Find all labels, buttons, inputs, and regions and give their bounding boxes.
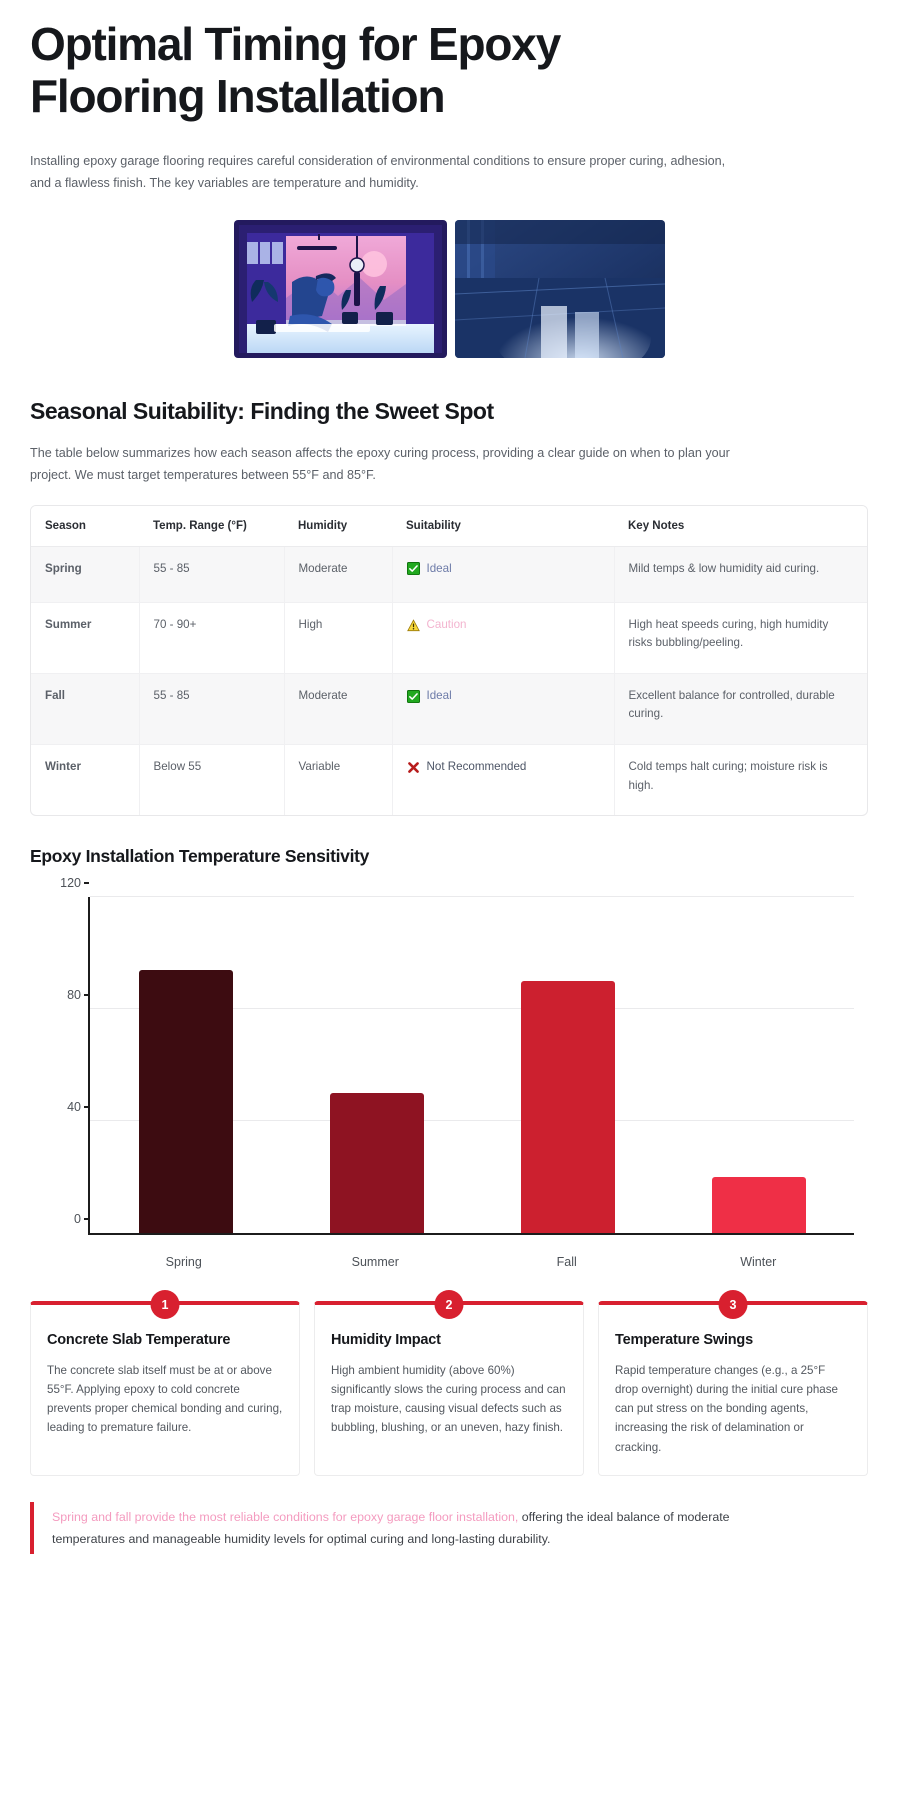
intro-paragraph: Installing epoxy garage flooring require… — [30, 153, 726, 190]
section-subtext: The table below summarizes how each seas… — [30, 446, 730, 482]
bar-fall — [520, 981, 615, 1234]
cell-suitability: Not Recommended — [392, 744, 615, 816]
red-cross-icon — [407, 761, 420, 774]
bar-spring — [138, 969, 233, 1234]
column-header-season: Season — [31, 505, 139, 547]
x-axis-tick-summer: Summer — [351, 1255, 399, 1270]
cell-season: Spring — [31, 546, 140, 603]
card-humidity-impact: 2 Humidity Impact High ambient humidity … — [314, 1290, 584, 1476]
cell-humidity: Moderate — [284, 546, 393, 603]
summary-callout: Spring and fall provide the most reliabl… — [30, 1501, 790, 1555]
callout-rest-text: offering the ideal balance of moderate t… — [52, 1509, 730, 1547]
suitability-label: Caution — [426, 617, 467, 631]
cell-key-notes: Mild temps & low humidity aid curing. — [614, 546, 867, 603]
card-number-badge: 1 — [150, 1290, 180, 1320]
photo-glossy-blue-epoxy-garage-floor — [454, 220, 665, 359]
table-row: Spring 55 - 85 Moderate Ideal Mild temps… — [31, 546, 867, 603]
table-row: Fall 55 - 85 Moderate Ideal Excellent ba… — [31, 673, 867, 746]
suitability-label: Ideal — [426, 561, 452, 575]
card-title: Concrete Slab Temperature — [47, 1332, 231, 1349]
bar-winter — [711, 1177, 806, 1234]
cell-key-notes: Excellent balance for controlled, durabl… — [614, 673, 867, 746]
card-body: High ambient humidity (above 60%) signif… — [331, 1363, 566, 1435]
document-page: Optimal Timing for Epoxy Flooring Instal… — [0, 18, 898, 1555]
figure-row — [30, 220, 868, 359]
card-title: Humidity Impact — [331, 1332, 441, 1349]
cell-temp: 55 - 85 — [139, 673, 285, 746]
warning-triangle-icon — [406, 618, 420, 632]
cell-key-notes: High heat speeds curing, high humidity r… — [614, 602, 867, 674]
callout-lead-text: Spring and fall provide the most reliabl… — [52, 1509, 519, 1524]
cell-season: Summer — [31, 602, 140, 674]
y-axis-tick: 40 — [67, 1100, 81, 1115]
x-axis-tick-winter: Winter — [740, 1255, 777, 1270]
cell-season: Winter — [31, 744, 140, 816]
table-header-row: Season Temp. Range (°F) Humidity Suitabi… — [31, 505, 867, 547]
section-heading: Seasonal Suitability: Finding the Sweet … — [30, 398, 494, 425]
card-concrete-slab-temperature: 1 Concrete Slab Temperature The concrete… — [30, 1290, 300, 1476]
cell-humidity: Moderate — [284, 673, 393, 746]
y-axis-tick: 0 — [74, 1212, 81, 1227]
key-factor-cards: 1 Concrete Slab Temperature The concrete… — [30, 1290, 868, 1476]
card-number-badge: 2 — [434, 1290, 464, 1320]
cell-season: Fall — [31, 673, 140, 746]
table-row: Winter Below 55 Variable Not Recommended… — [31, 744, 867, 816]
bar-group-winter — [663, 897, 854, 1234]
chart-title: Epoxy Installation Temperature Sensitivi… — [30, 846, 370, 867]
page-title: Optimal Timing for Epoxy Flooring Instal… — [30, 18, 561, 123]
cell-suitability: Ideal — [392, 673, 615, 746]
cell-temp: 55 - 85 — [139, 546, 285, 603]
cell-temp: Below 55 — [139, 744, 285, 816]
bar-summer — [329, 1093, 424, 1234]
card-number-badge: 3 — [718, 1290, 748, 1320]
green-check-icon — [406, 562, 420, 576]
seasonal-suitability-table: Season Temp. Range (°F) Humidity Suitabi… — [30, 504, 868, 817]
card-title: Temperature Swings — [615, 1332, 753, 1349]
bar-group-summer — [281, 897, 472, 1234]
bar-group-fall — [472, 897, 663, 1234]
gridline — [90, 896, 854, 898]
card-temperature-swings: 3 Temperature Swings Rapid temperature c… — [598, 1290, 868, 1476]
chart-bars — [90, 897, 854, 1234]
suitability-label: Ideal — [426, 688, 452, 702]
gridline — [90, 1008, 854, 1010]
card-body: Rapid temperature changes (e.g., a 25°F … — [615, 1363, 838, 1454]
x-axis-tick-fall: Fall — [556, 1255, 577, 1270]
chart-plot-area: 120 80 40 0 — [60, 876, 854, 1236]
cell-key-notes: Cold temps halt curing; moisture risk is… — [628, 760, 828, 792]
table-row: Summer 70 - 90+ High Caution High heat s… — [31, 602, 867, 674]
cell-suitability: Caution — [392, 602, 615, 674]
temperature-sensitivity-bar-chart: 120 80 40 0 Spring Summer Fall Winter — [30, 876, 868, 1287]
card-body: The concrete slab itself must be at or a… — [47, 1363, 283, 1435]
gridline — [90, 1120, 854, 1122]
column-header-key-notes: Key Notes — [614, 505, 867, 547]
cell-humidity: Variable — [284, 744, 393, 816]
y-axis-tick: 80 — [67, 988, 81, 1003]
y-axis-tick: 120 — [60, 876, 81, 891]
column-header-temp-range: Temp. Range (°F) — [139, 505, 284, 547]
bar-group-spring — [90, 897, 281, 1234]
x-axis-tick-spring: Spring — [165, 1255, 202, 1270]
column-header-suitability: Suitability — [392, 505, 614, 547]
column-header-humidity: Humidity — [284, 505, 392, 547]
illustration-worker-installing-epoxy-floor-in-garage — [233, 220, 447, 359]
chart-x-axis-labels: Spring Summer Fall Winter — [88, 1255, 854, 1269]
cell-temp: 70 - 90+ — [139, 602, 285, 674]
green-check-icon — [406, 689, 420, 703]
suitability-label: Not Recommended — [426, 760, 527, 773]
cell-humidity: High — [284, 602, 393, 674]
cell-suitability: Ideal — [392, 546, 615, 603]
